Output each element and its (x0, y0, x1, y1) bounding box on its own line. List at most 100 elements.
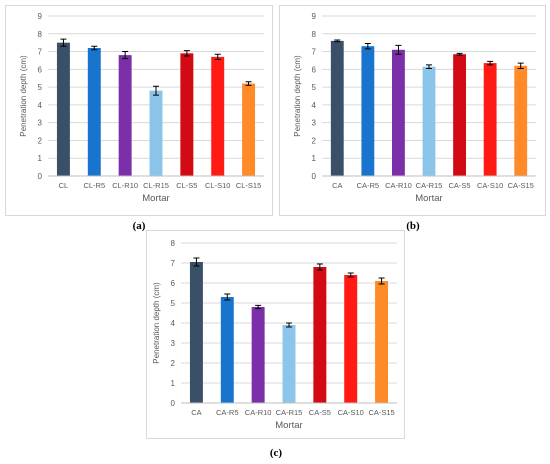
y-tick-label-c-2: 2 (171, 359, 176, 368)
error-bar-c-CA-R15 (286, 322, 292, 328)
y-tick-label-b-3: 3 (312, 119, 317, 128)
bar-b-CA-R15 (422, 66, 436, 176)
error-bar-a-CL-R15 (153, 85, 159, 96)
bar-c-CA-R15 (282, 325, 296, 403)
y-tick-label-c-6: 6 (171, 279, 176, 288)
bar-a-CL-S5 (180, 53, 194, 177)
error-bar-a-CL (60, 38, 67, 47)
bar-b-CA-S5 (453, 54, 466, 176)
y-tick-label-b-9: 9 (312, 12, 317, 21)
x-axis-title-c: Mortar (275, 420, 302, 431)
y-tick-label-a-1: 1 (38, 154, 43, 163)
y-tick-label-a-6: 6 (38, 65, 43, 74)
bar-a-CL (56, 42, 70, 176)
error-bar-c-CA-S5 (316, 263, 323, 271)
error-bar-a-CL-S15 (245, 81, 252, 86)
x-tick-label-b-CA-R15: CA-R15 (416, 181, 443, 190)
y-tick-label-b-6: 6 (312, 65, 317, 74)
error-bar-b-CA-R10 (395, 44, 402, 55)
y-tick-label-a-2: 2 (38, 136, 43, 145)
y-tick-label-c-4: 4 (171, 319, 176, 328)
y-tick-label-a-5: 5 (38, 83, 43, 92)
x-tick-label-b-CA-R10: CA-R10 (385, 181, 412, 190)
y-tick-label-a-4: 4 (38, 101, 43, 110)
caption-b: (b) (406, 220, 420, 232)
bar-b-CA-S10 (483, 63, 497, 176)
error-bar-c-CA (193, 257, 200, 267)
y-tick-label-a-9: 9 (38, 12, 43, 21)
y-tick-label-b-7: 7 (312, 48, 317, 57)
y-tick-label-b-8: 8 (312, 30, 317, 39)
error-bar-b-CA (334, 39, 341, 43)
x-tick-label-c-CA-S10: CA-S10 (338, 408, 364, 417)
x-tick-label-a-CL: CL (59, 181, 69, 190)
x-tick-label-c-CA: CA (191, 408, 201, 417)
error-bar-b-CA-S15 (517, 62, 524, 69)
error-bar-a-CL-R10 (122, 51, 129, 60)
error-bar-b-CA-S5 (456, 52, 463, 56)
error-bar-c-CA-S15 (378, 277, 385, 285)
bar-c-CA-S5 (313, 267, 327, 403)
error-bar-c-CA-S10 (347, 272, 354, 278)
bar-a-CL-R15 (149, 90, 163, 176)
x-tick-label-a-CL-R5: CL-R5 (83, 181, 105, 190)
error-bar-c-CA-R5 (224, 293, 231, 301)
bar-c-CA (189, 262, 203, 403)
x-tick-label-b-CA-S5: CA-S5 (449, 181, 471, 190)
x-tick-label-a-CL-S5: CL-S5 (176, 181, 197, 190)
y-tick-label-c-1: 1 (171, 379, 176, 388)
x-tick-label-a-CL-S15: CL-S15 (236, 181, 261, 190)
bar-a-CL-S15 (242, 83, 256, 176)
y-tick-label-c-8: 8 (171, 239, 176, 248)
caption-c: (c) (269, 447, 283, 459)
y-tick-label-a-3: 3 (38, 119, 43, 128)
x-tick-label-a-CL-R10: CL-R10 (112, 181, 138, 190)
y-tick-label-c-3: 3 (171, 339, 176, 348)
y-tick-label-b-2: 2 (312, 136, 317, 145)
error-bar-b-CA-S10 (487, 60, 494, 66)
y-tick-label-b-1: 1 (312, 154, 317, 163)
bar-c-CA-S15 (375, 281, 389, 403)
y-axis-title-a: Penetration depth (cm) (19, 55, 28, 137)
chart-panel-c: 0 1 2 3 4 5 6 7 8 CA CA-R5 CA-R10 CA-R15 CA-S5 CA-S10 C… (146, 230, 405, 439)
bar-a-CL-R5 (87, 48, 101, 176)
x-tick-label-c-CA-R15: CA-R15 (276, 408, 303, 417)
bar-b-CA-R10 (392, 49, 405, 176)
x-tick-label-b-CA-S10: CA-S10 (477, 181, 503, 190)
chart-b-svg: 0 1 2 3 4 5 6 7 8 9 CA CA-R5 CA-R10 CA-R15 CA-S5 CA-S10… (293, 12, 536, 204)
y-tick-label-a-8: 8 (38, 30, 43, 39)
x-tick-label-c-CA-R5: CA-R5 (216, 408, 239, 417)
x-tick-label-a-CL-S10: CL-S10 (205, 181, 230, 190)
x-tick-label-b-CA-R5: CA-R5 (357, 181, 380, 190)
caption-a: (a) (132, 220, 146, 232)
x-axis-title-a: Mortar (142, 193, 169, 204)
bar-c-CA-R5 (220, 297, 234, 403)
y-tick-label-c-7: 7 (171, 259, 176, 268)
y-tick-label-a-7: 7 (38, 48, 43, 57)
error-bar-a-CL-S5 (183, 50, 190, 57)
x-tick-label-a-CL-R15: CL-R15 (143, 181, 169, 190)
error-bar-c-CA-R10 (255, 304, 262, 310)
bar-b-CA-S15 (514, 65, 528, 176)
x-tick-label-c-CA-S15: CA-S15 (368, 408, 394, 417)
chart-a-svg: 0 1 2 3 4 5 6 7 8 9 CL CL-R5 CL-R10 CL-R15 CL-S5 CL-S10… (19, 12, 264, 204)
bar-a-CL-R10 (118, 55, 132, 176)
chart-panel-a: 0 1 2 3 4 5 6 7 8 9 CL CL-R5 CL-R10 CL-R15 CL-S5 CL-S10… (5, 5, 273, 216)
y-axis-title-b: Penetration depth (cm) (293, 55, 302, 137)
bar-b-CA (330, 40, 344, 177)
chart-panel-b: 0 1 2 3 4 5 6 7 8 9 CA CA-R5 CA-R10 CA-R15 CA-S5 CA-S10… (279, 5, 546, 216)
y-tick-label-b-5: 5 (312, 83, 317, 92)
x-tick-label-c-CA-R10: CA-R10 (245, 408, 272, 417)
y-tick-label-c-0: 0 (171, 399, 176, 408)
x-tick-label-b-CA: CA (332, 181, 342, 190)
error-bar-b-CA-R15 (426, 64, 432, 69)
y-tick-label-b-0: 0 (312, 172, 317, 181)
y-tick-label-a-0: 0 (38, 172, 43, 181)
error-bar-a-CL-R5 (91, 45, 98, 51)
error-bar-b-CA-R5 (364, 43, 371, 50)
chart-c-svg: 0 1 2 3 4 5 6 7 8 CA CA-R5 CA-R10 CA-R15 CA-S5 CA-S10 C… (152, 239, 397, 431)
bar-a-CL-S10 (211, 56, 225, 177)
y-tick-label-b-4: 4 (312, 101, 317, 110)
y-tick-label-c-5: 5 (171, 299, 176, 308)
x-tick-label-b-CA-S15: CA-S15 (508, 181, 534, 190)
